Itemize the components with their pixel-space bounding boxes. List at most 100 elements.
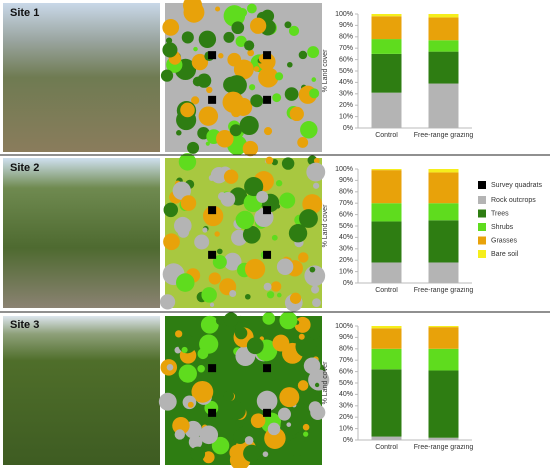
x-tick-label: Control: [375, 132, 398, 139]
bar-segment: [371, 326, 402, 329]
map-patch: [202, 451, 215, 464]
map-patch: [222, 91, 244, 113]
legend-label: Shrubs: [491, 224, 514, 231]
bar-segment: [428, 14, 459, 18]
survey-quadrat: [263, 206, 272, 215]
y-tick-label: 20%: [339, 257, 353, 264]
y-tick-label: 30%: [339, 403, 353, 410]
survey-quadrat: [208, 364, 217, 373]
map-patch: [265, 156, 274, 165]
x-tick-label: Control: [375, 287, 398, 294]
map-patch: [288, 25, 300, 36]
y-tick-label: 50%: [339, 223, 353, 230]
map-patch: [206, 86, 213, 94]
bar-segment: [428, 40, 459, 52]
map-patch: [298, 252, 309, 263]
map-patch: [191, 53, 209, 71]
map-patch: [191, 96, 200, 105]
map-patch: [173, 216, 192, 235]
map-patch: [279, 192, 296, 209]
y-tick-label: 10%: [339, 113, 353, 120]
y-tick-label: 30%: [339, 91, 353, 98]
map-patch: [223, 390, 235, 402]
map-patch: [262, 451, 269, 457]
legend-label: Grasses: [491, 237, 518, 244]
map-patch: [229, 124, 242, 137]
map-patch: [253, 66, 260, 72]
y-tick-label: 40%: [339, 234, 353, 241]
y-tick-label: 0%: [343, 437, 353, 444]
bar-segment: [428, 203, 459, 221]
y-tick-label: 70%: [339, 200, 353, 207]
map-patch: [304, 265, 326, 287]
map-patch: [311, 285, 320, 294]
y-tick-label: 50%: [339, 380, 353, 387]
map-patch: [198, 30, 217, 49]
legend-swatch: [478, 223, 486, 231]
map-patch: [233, 59, 254, 80]
map-patch: [209, 302, 215, 307]
y-tick-label: 80%: [339, 346, 353, 353]
map-patch: [235, 418, 245, 428]
map-patch: [270, 281, 282, 292]
map-patch: [312, 182, 320, 189]
map-patch: [227, 401, 246, 420]
map-patch: [232, 429, 248, 445]
legend-marker: [478, 181, 486, 189]
map-patch: [223, 252, 242, 271]
map-patch: [275, 180, 283, 187]
site-photo: [3, 158, 160, 308]
map-patch: [223, 312, 239, 327]
map-patch: [242, 225, 261, 244]
y-tick-label: 20%: [339, 414, 353, 421]
map-patch: [302, 423, 310, 431]
map-patch: [229, 289, 237, 298]
bar-segment: [371, 262, 402, 283]
map-patch: [197, 73, 212, 88]
map-patch: [235, 213, 249, 226]
bar-segment: [371, 16, 402, 40]
y-tick-label: 60%: [339, 211, 353, 218]
x-tick-label-box: Control: [375, 444, 398, 451]
y-tick-label: 70%: [339, 45, 353, 52]
map-patch: [205, 141, 210, 146]
bar-segment: [428, 169, 459, 173]
site-photo: [3, 316, 160, 465]
y-tick-label: 80%: [339, 189, 353, 196]
map-patch: [234, 326, 248, 340]
bar-segment: [428, 348, 459, 371]
map-patch: [247, 49, 255, 57]
map-patch: [310, 404, 326, 421]
map-patch: [239, 115, 259, 136]
x-tick-label: Free-range grazing: [413, 444, 474, 451]
map-patch: [287, 437, 307, 457]
survey-quadrat: [263, 408, 272, 417]
y-tick-label: 90%: [339, 334, 353, 341]
bar-segment: [428, 262, 459, 283]
map-patch: [208, 174, 215, 181]
map-patch: [166, 363, 174, 371]
map-patch: [183, 0, 203, 16]
map-patch: [276, 258, 294, 276]
map-patch: [199, 334, 219, 354]
map-patch: [287, 61, 293, 68]
map-patch: [190, 446, 206, 462]
map-patch: [159, 294, 176, 310]
map-patch: [181, 346, 188, 354]
map-patch: [309, 266, 316, 273]
map-patch: [216, 248, 223, 255]
map-patch: [220, 191, 236, 207]
legend-swatch: [478, 236, 486, 245]
map-patch: [300, 121, 318, 139]
map-patch: [165, 37, 173, 44]
map-patch: [216, 129, 234, 148]
map-patch: [256, 390, 278, 412]
map-patch: [298, 50, 308, 60]
bar-segment: [371, 436, 402, 440]
map-patch: [223, 5, 246, 27]
map-patch: [297, 380, 309, 391]
map-patch: [202, 227, 208, 233]
survey-quadrat: [263, 95, 272, 104]
maps: [158, 0, 330, 468]
